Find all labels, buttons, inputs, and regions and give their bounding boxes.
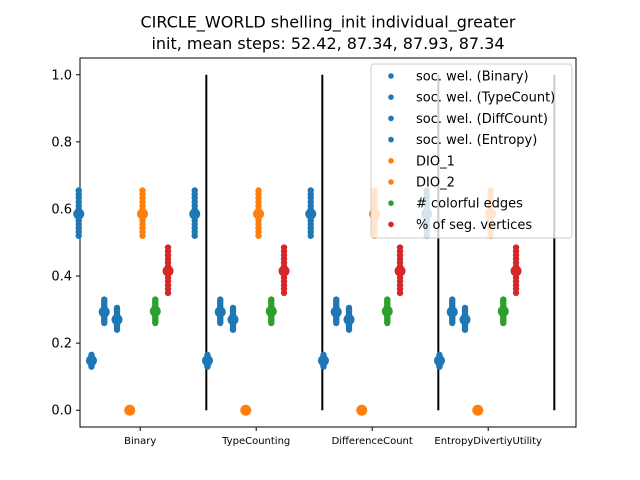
mean-point xyxy=(201,355,213,367)
mean-point xyxy=(510,265,522,277)
mean-point xyxy=(330,306,342,318)
x-tick-label: DifferenceCount xyxy=(332,436,413,447)
data-point xyxy=(268,296,275,303)
data-point xyxy=(449,296,456,303)
data-point xyxy=(384,296,391,303)
data-point xyxy=(101,296,108,303)
mean-point xyxy=(189,208,201,220)
legend-label: soc. wel. (DiffCount) xyxy=(416,112,548,127)
data-point xyxy=(191,187,198,194)
data-point xyxy=(152,296,159,303)
chart-title: CIRCLE_WORLD shelling_init individual_gr… xyxy=(141,13,516,33)
mean-point xyxy=(394,265,406,277)
data-point xyxy=(75,187,82,194)
data-point xyxy=(461,304,469,312)
mean-point xyxy=(433,355,445,367)
data-point xyxy=(307,187,314,194)
mean-point xyxy=(98,306,110,318)
mean-point xyxy=(278,265,290,277)
mean-point xyxy=(253,208,265,220)
x-tick-label: TypeCounting xyxy=(221,436,290,447)
mean-point xyxy=(227,314,239,326)
legend-marker xyxy=(388,94,394,100)
legend-label: DIO_1 xyxy=(416,154,455,169)
y-tick-label: 0.8 xyxy=(51,135,72,150)
data-point xyxy=(139,187,146,194)
legend-marker xyxy=(388,179,394,185)
mean-point xyxy=(305,208,317,220)
mean-point xyxy=(343,314,355,326)
y-tick-label: 0.4 xyxy=(51,270,72,285)
legend-marker xyxy=(388,73,394,79)
mean-point xyxy=(85,355,97,367)
y-tick-label: 0.6 xyxy=(51,202,72,217)
data-point xyxy=(280,244,288,251)
mean-point xyxy=(162,265,174,277)
legend-marker xyxy=(388,115,394,122)
mean-point xyxy=(124,404,136,416)
axes-frame xyxy=(79,57,577,428)
data-point xyxy=(229,304,237,312)
mean-point xyxy=(111,314,123,326)
x-tick-label: EntropyDivertiyUtility xyxy=(434,436,542,447)
data-point xyxy=(500,296,507,303)
mean-point xyxy=(137,208,149,220)
legend-label: soc. wel. (TypeCount) xyxy=(416,91,555,106)
y-tick-label: 0.0 xyxy=(51,404,72,419)
mean-point xyxy=(265,305,277,317)
legend-label: DIO_2 xyxy=(416,176,455,191)
legend-label: % of seg. vertices xyxy=(416,218,532,233)
y-tick-label: 0.2 xyxy=(51,337,72,352)
legend-box xyxy=(370,63,573,239)
mean-point xyxy=(472,404,484,416)
mean-point xyxy=(356,404,368,416)
mean-point xyxy=(317,355,329,367)
y-tick-label: 1.0 xyxy=(51,68,72,83)
mean-point xyxy=(381,305,393,317)
legend-marker xyxy=(388,200,394,206)
data-point xyxy=(255,187,262,194)
legend-label: soc. wel. (Binary) xyxy=(416,70,529,85)
data-point xyxy=(512,244,520,251)
data-point xyxy=(113,304,121,312)
data-point xyxy=(333,296,340,303)
data-point xyxy=(217,296,224,303)
chart-subtitle: init, mean steps: 52.42, 87.34, 87.93, 8… xyxy=(151,34,504,53)
x-tick-label: Binary xyxy=(124,436,156,447)
legend-label: # colorful edges xyxy=(416,197,523,212)
mean-point xyxy=(459,314,471,326)
mean-point xyxy=(446,306,458,318)
legend-marker xyxy=(388,136,394,143)
legend: soc. wel. (Binary) soc. wel. (TypeCount) s… xyxy=(370,63,573,239)
data-point xyxy=(164,244,172,251)
legend-label: soc. wel. (Entropy) xyxy=(416,133,537,148)
data-point xyxy=(396,244,404,251)
legend-marker xyxy=(388,221,394,228)
data-point xyxy=(345,304,353,312)
mean-point xyxy=(149,305,161,317)
mean-point xyxy=(73,208,85,220)
legend-marker xyxy=(388,158,394,164)
mean-point xyxy=(497,305,509,317)
mean-point xyxy=(240,404,252,416)
mean-point xyxy=(214,306,226,318)
